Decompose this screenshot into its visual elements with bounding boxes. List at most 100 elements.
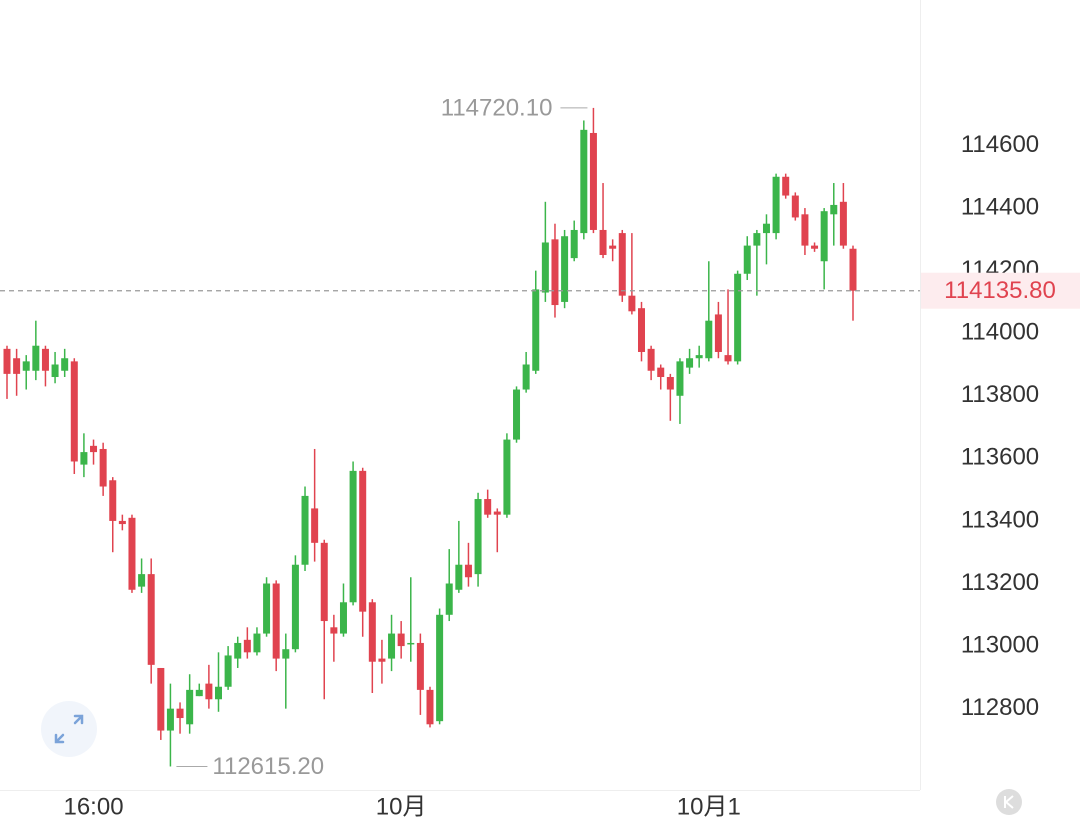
candle-body (666, 377, 674, 390)
candle-body (522, 364, 530, 390)
candle-body (215, 686, 222, 700)
candle-body (570, 229, 578, 259)
candle-body (80, 452, 88, 465)
candle-body (734, 273, 742, 362)
candle-body (263, 583, 271, 634)
candle-body (782, 176, 790, 196)
k-button[interactable] (996, 789, 1022, 815)
candle-body (51, 364, 59, 378)
last-price-bg (921, 272, 1080, 309)
candle-body (830, 204, 838, 215)
candle-body (695, 355, 703, 359)
candle-body (195, 689, 203, 697)
candle-body (743, 245, 751, 274)
x-tick-label: 16:00 (63, 793, 123, 819)
min-label: 112615.20 (212, 753, 324, 780)
candle-body (407, 642, 415, 645)
expand-icon[interactable] (54, 714, 84, 744)
y-tick-label: 114400 (961, 193, 1039, 220)
candle-body (513, 389, 521, 440)
candle-body (99, 448, 107, 487)
candle-body (493, 511, 501, 515)
y-tick-label: 113200 (961, 569, 1039, 596)
max-label: 114720.10 (441, 94, 553, 121)
candle-body (138, 574, 146, 587)
candle-body (109, 480, 117, 521)
candle-body (647, 348, 655, 371)
candle-body (205, 683, 213, 700)
candle-body (724, 355, 732, 362)
candle-body (762, 223, 770, 234)
y-tick-label: 113000 (961, 631, 1039, 658)
y-tick-label: 113400 (961, 506, 1039, 533)
candle-body (657, 367, 665, 378)
candle-body (426, 689, 434, 725)
candle-body (551, 239, 559, 306)
candle-body (484, 499, 492, 515)
candle-body (388, 633, 396, 659)
expand-button-bg[interactable] (41, 701, 97, 757)
candle-body (32, 345, 40, 371)
y-tick-label: 112800 (961, 694, 1039, 721)
candle-body (839, 201, 847, 246)
candle-body (772, 176, 780, 234)
candle-body (455, 564, 463, 590)
candle-body (147, 574, 155, 665)
candle-body (61, 358, 69, 371)
candle-body (705, 320, 713, 359)
candle-body (618, 233, 626, 296)
candle-body (801, 214, 809, 246)
candle-body (599, 229, 607, 255)
y-tick-label: 113600 (961, 444, 1039, 471)
candle-body (368, 602, 376, 662)
candle-body (609, 245, 617, 249)
candle-body (176, 708, 184, 719)
candle-body (561, 236, 569, 302)
candle-body (436, 614, 444, 722)
y-tick-label: 114600 (961, 131, 1039, 158)
candle-body (41, 348, 49, 371)
candle-body (378, 658, 386, 662)
candle-body (416, 642, 424, 690)
candle-body (791, 195, 799, 218)
expand-button[interactable] (41, 701, 97, 757)
candle-body (272, 583, 280, 659)
candle-body (128, 517, 136, 590)
candle-body (186, 689, 194, 725)
candle-body (474, 499, 482, 575)
candle-body (311, 508, 319, 543)
candle-body (589, 132, 597, 230)
candle-body (320, 542, 328, 622)
k-icon[interactable] (1004, 795, 1014, 809)
candle-body (234, 642, 242, 659)
candle-body (397, 633, 405, 647)
candle-body (541, 242, 549, 293)
candle-body (224, 655, 232, 687)
candle-body (339, 602, 347, 634)
candle-body (243, 639, 251, 653)
candle-body (166, 708, 174, 731)
candle-body (753, 233, 761, 246)
candle-body (820, 211, 828, 262)
candle-body (3, 348, 11, 374)
candle-body (686, 358, 694, 368)
candle-body (359, 470, 367, 612)
k-button-bg[interactable] (996, 789, 1022, 815)
candle-body (301, 495, 309, 565)
candle-body (157, 667, 165, 731)
candle-body (676, 361, 684, 396)
candle-body (532, 289, 540, 371)
last-price-label: 114135.80 (944, 277, 1056, 304)
x-tick-label: 10月 (376, 793, 427, 819)
candle-body (638, 308, 645, 352)
candle-body (22, 361, 30, 371)
candle-body (349, 470, 357, 603)
x-tick-label: 10月1 (677, 793, 741, 819)
candle-body (282, 649, 290, 659)
candle-body (714, 314, 722, 352)
y-tick-label: 113800 (961, 381, 1039, 408)
candle-body (70, 361, 78, 462)
candle-body (253, 633, 261, 653)
